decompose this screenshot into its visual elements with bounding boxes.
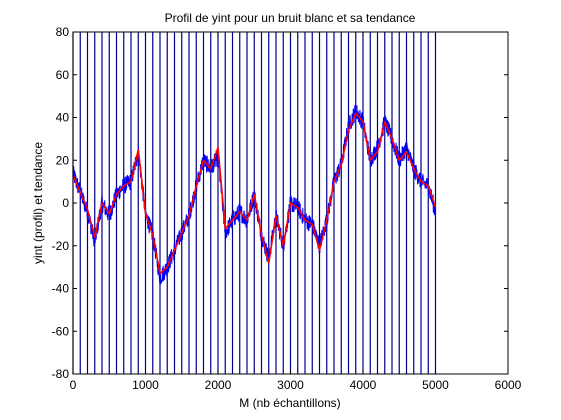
trend-series-line: [72, 112, 437, 275]
profile-series-line: [72, 105, 436, 285]
y-tick-label: 40: [56, 111, 70, 125]
y-tick-label: -60: [52, 324, 70, 338]
y-tick-label: -20: [52, 239, 70, 253]
x-tick-label: 5000: [422, 378, 449, 392]
x-tick-label: 0: [70, 378, 77, 392]
y-axis-label: yint (profil) et tendance: [31, 142, 45, 264]
y-tick-label: 20: [56, 153, 70, 167]
x-tick-label: 4000: [350, 378, 377, 392]
y-tick-label: -40: [52, 282, 70, 296]
y-tick-label: 60: [56, 68, 70, 82]
x-tick-label: 3000: [277, 378, 304, 392]
y-tick-label: 80: [56, 25, 70, 39]
plot-area: [72, 31, 509, 375]
x-tick-label: 6000: [495, 378, 522, 392]
box-boundary-lines: [72, 32, 437, 374]
y-axis-ticks: -80 -60 -40 -20 0 20 40 60 80: [52, 25, 508, 381]
y-tick-label: -80: [52, 367, 70, 381]
y-tick-label: 0: [62, 196, 69, 210]
x-axis-ticks: 0 1000 2000 3000 4000 5000 6000: [70, 32, 522, 392]
series-layer: [72, 105, 437, 285]
x-axis-label: M (nb échantillons): [239, 396, 340, 410]
chart-title: Profil de yint pour un bruit blanc et sa…: [165, 11, 416, 25]
x-tick-label: 2000: [205, 378, 232, 392]
x-tick-label: 1000: [132, 378, 159, 392]
